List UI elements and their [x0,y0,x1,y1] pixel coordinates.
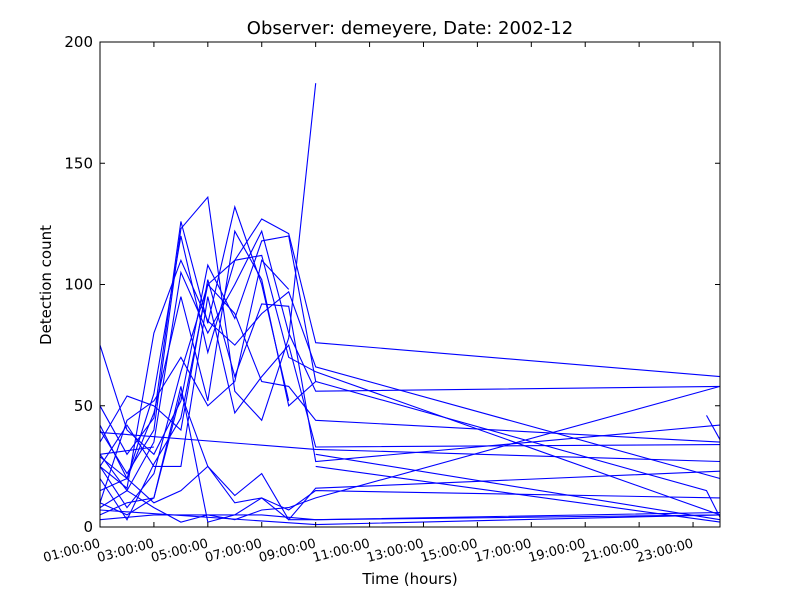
y-tick-label: 0 [83,518,93,536]
x-tick-label: 17:00:00 [473,536,533,566]
y-tick-label: 50 [74,397,93,415]
series-line-10 [99,283,721,521]
x-tick-label: 13:00:00 [365,536,425,566]
x-tick-label: 21:00:00 [581,536,641,566]
series-line-23 [706,415,721,440]
y-tick-label: 200 [64,33,93,51]
x-axis-label: Time (hours) [361,570,457,588]
y-axis: 0 50 100 150 200 [64,33,720,536]
y-axis-label: Detection count [37,225,55,345]
x-tick-label: 01:00:00 [42,536,102,566]
y-tick-label: 150 [64,154,93,172]
series-line-3 [99,204,290,456]
series-line-17 [99,431,721,463]
x-tick-label: 09:00:00 [257,536,317,566]
series-line-16 [99,385,721,523]
x-tick-label: 05:00:00 [150,536,210,566]
x-tick-label: 07:00:00 [203,536,263,566]
series-line-8 [99,83,317,475]
x-tick-label: 23:00:00 [635,536,695,566]
series-line-22 [99,446,154,455]
series-line-12 [99,279,721,463]
y-tick-label: 100 [64,276,93,294]
series-line-20 [315,453,721,521]
series-line-13 [99,391,721,516]
series-line-5 [99,229,721,492]
x-tick-label: 15:00:00 [419,536,479,566]
x-tick-label: 11:00:00 [311,536,371,566]
series-line-19 [99,514,721,521]
x-tick-label: 03:00:00 [96,536,156,566]
plot-area [100,42,720,527]
series-line-21 [315,465,721,523]
series-line-14 [99,465,721,521]
chart-title: Observer: demeyere, Date: 2002-12 [247,18,573,39]
series-line-11 [99,296,721,467]
x-tick-label: 19:00:00 [527,536,587,566]
